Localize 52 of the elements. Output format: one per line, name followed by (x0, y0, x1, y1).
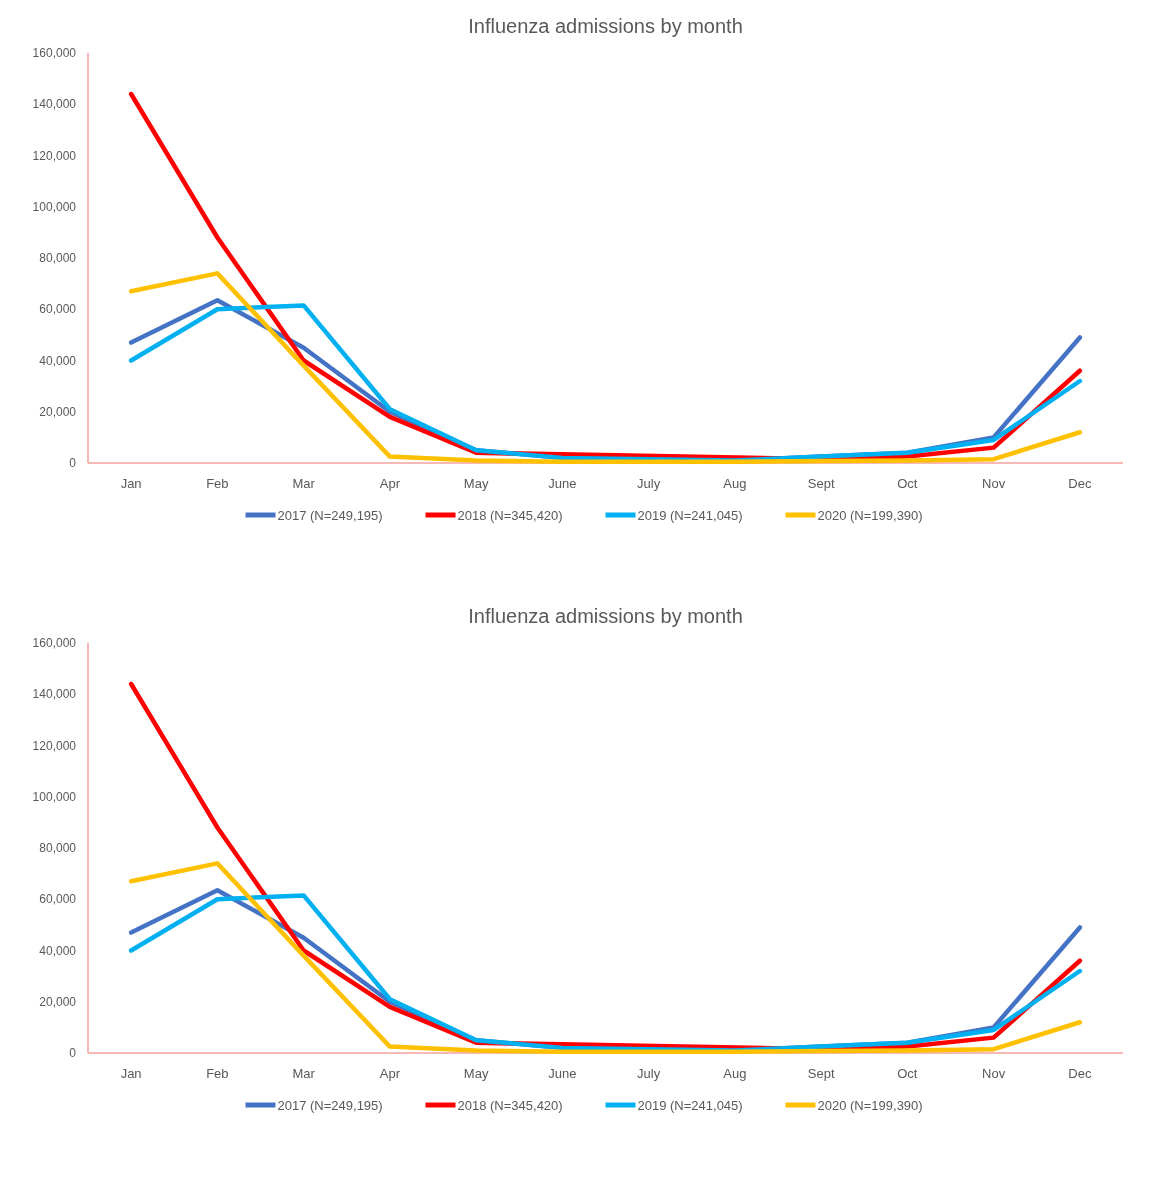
x-tick-label: Jan (120, 476, 142, 491)
y-tick-label: 140,000 (32, 97, 77, 112)
x-tick-label: Jan (120, 1066, 142, 1081)
x-tick-label: Mar (292, 476, 316, 491)
legend-label: 2020 (N=199,390) (817, 507, 923, 523)
x-tick-label: Aug (723, 476, 747, 491)
x-tick-label: Dec (1068, 476, 1092, 491)
y-tick-label: 160,000 (32, 636, 77, 651)
y-tick-label: 80,000 (39, 251, 77, 266)
x-tick-label: Aug (723, 1066, 747, 1081)
y-tick-label: 160,000 (32, 46, 77, 61)
legend-label: 2019 (N=241,045) (637, 507, 743, 523)
y-tick-label: 20,000 (39, 404, 77, 419)
x-tick-label: May (463, 1066, 489, 1081)
x-tick-label: Oct (897, 1066, 918, 1081)
y-tick-label: 20,000 (39, 994, 77, 1009)
x-tick-label: Mar (292, 1066, 316, 1081)
x-tick-label: Feb (206, 1066, 229, 1081)
x-tick-label: May (463, 476, 489, 491)
x-tick-label: Dec (1068, 1066, 1092, 1081)
chart-title: Influenza admissions by month (468, 15, 743, 37)
x-tick-label: Feb (206, 476, 229, 491)
y-tick-label: 80,000 (39, 841, 77, 856)
x-tick-label: July (637, 476, 661, 491)
y-tick-label: 100,000 (32, 199, 77, 214)
y-tick-label: 0 (69, 456, 77, 471)
chart-title: Influenza admissions by month (468, 605, 743, 627)
y-tick-label: 60,000 (39, 892, 77, 907)
y-tick-label: 100,000 (32, 789, 77, 804)
x-tick-label: Sept (807, 1066, 835, 1081)
legend-label: 2017 (N=249,195) (277, 1097, 383, 1113)
x-tick-label: Apr (379, 1066, 401, 1081)
x-tick-label: Oct (897, 476, 918, 491)
x-tick-label: Sept (807, 476, 835, 491)
y-tick-label: 140,000 (32, 687, 77, 702)
x-tick-label: Nov (982, 476, 1006, 491)
legend-label: 2017 (N=249,195) (277, 507, 383, 523)
legend-label: 2019 (N=241,045) (637, 1097, 743, 1113)
legend-label: 2020 (N=199,390) (817, 1097, 923, 1113)
y-tick-label: 120,000 (32, 148, 77, 163)
legend-label: 2018 (N=345,420) (457, 1097, 563, 1113)
x-tick-label: June (548, 476, 577, 491)
y-tick-label: 120,000 (32, 738, 77, 753)
y-tick-label: 60,000 (39, 302, 77, 317)
legend-label: 2018 (N=345,420) (457, 507, 563, 523)
x-tick-label: July (637, 1066, 661, 1081)
y-tick-label: 40,000 (39, 943, 77, 958)
y-tick-label: 40,000 (39, 353, 77, 368)
x-tick-label: Apr (379, 476, 401, 491)
x-tick-label: Nov (982, 1066, 1006, 1081)
x-tick-label: June (548, 1066, 577, 1081)
y-tick-label: 0 (69, 1046, 77, 1061)
